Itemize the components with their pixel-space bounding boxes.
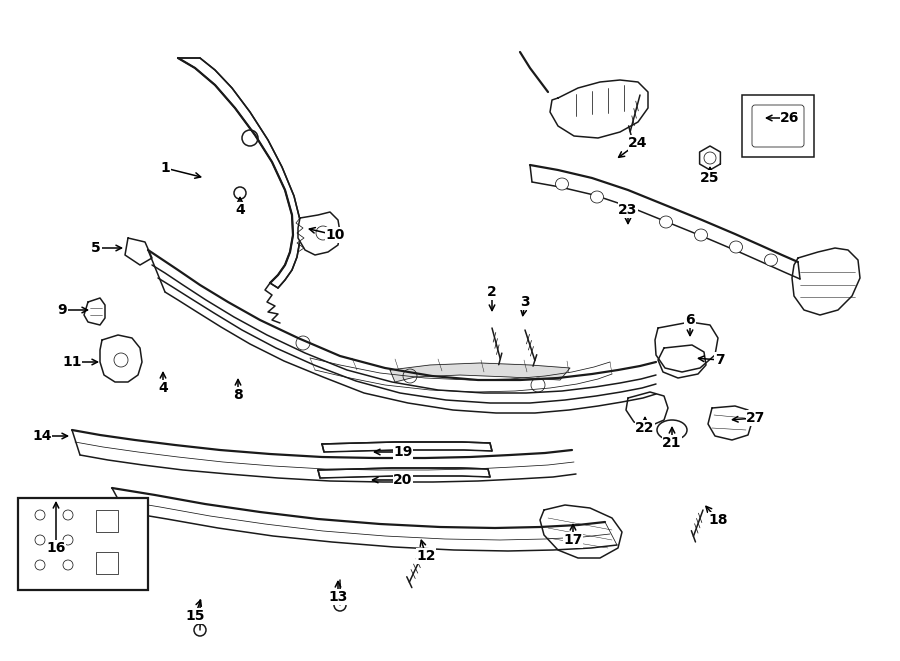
Polygon shape	[655, 322, 718, 372]
Text: 6: 6	[685, 313, 695, 327]
Text: 24: 24	[628, 136, 648, 150]
Polygon shape	[540, 505, 622, 558]
Text: 20: 20	[393, 473, 413, 487]
Polygon shape	[699, 146, 720, 170]
Polygon shape	[708, 406, 752, 440]
Text: 19: 19	[393, 445, 413, 459]
Text: 8: 8	[233, 388, 243, 402]
Text: 5: 5	[91, 241, 101, 255]
Text: 9: 9	[58, 303, 67, 317]
Bar	[18, 498, 148, 590]
Ellipse shape	[764, 254, 778, 266]
Ellipse shape	[695, 229, 707, 241]
Polygon shape	[626, 392, 668, 426]
FancyBboxPatch shape	[752, 105, 804, 147]
Ellipse shape	[625, 203, 637, 215]
Polygon shape	[125, 238, 152, 265]
Polygon shape	[100, 335, 142, 382]
Text: 1: 1	[160, 161, 170, 175]
Text: 21: 21	[662, 436, 682, 450]
Text: 13: 13	[328, 590, 347, 604]
Polygon shape	[550, 80, 648, 138]
Bar	[96, 552, 118, 574]
Ellipse shape	[555, 178, 569, 190]
Ellipse shape	[590, 191, 604, 203]
Polygon shape	[148, 250, 656, 413]
Text: 16: 16	[46, 541, 66, 555]
Text: 2: 2	[487, 285, 497, 299]
Text: 7: 7	[716, 353, 724, 367]
Text: 12: 12	[416, 549, 436, 563]
Polygon shape	[178, 58, 300, 288]
Bar	[96, 510, 118, 532]
Text: 10: 10	[325, 228, 345, 242]
Text: 25: 25	[700, 171, 720, 185]
Text: 27: 27	[746, 411, 766, 425]
Text: 3: 3	[520, 295, 530, 309]
Text: 15: 15	[185, 609, 205, 623]
Text: 17: 17	[563, 533, 582, 547]
Polygon shape	[322, 442, 492, 452]
Text: 11: 11	[62, 355, 82, 369]
Ellipse shape	[657, 420, 687, 440]
Bar	[742, 95, 814, 157]
Polygon shape	[112, 488, 617, 551]
Polygon shape	[390, 363, 570, 382]
Polygon shape	[84, 298, 105, 325]
Text: 26: 26	[780, 111, 800, 125]
Polygon shape	[72, 430, 576, 482]
Polygon shape	[792, 248, 860, 315]
Text: 22: 22	[635, 421, 655, 435]
Polygon shape	[530, 165, 800, 279]
Text: 4: 4	[158, 381, 168, 395]
Polygon shape	[658, 345, 706, 378]
Text: 14: 14	[32, 429, 52, 443]
Text: 23: 23	[618, 203, 638, 217]
Ellipse shape	[660, 216, 672, 228]
Ellipse shape	[730, 241, 742, 253]
Polygon shape	[318, 468, 490, 478]
Polygon shape	[298, 212, 340, 255]
Text: 4: 4	[235, 203, 245, 217]
Text: 18: 18	[708, 513, 728, 527]
